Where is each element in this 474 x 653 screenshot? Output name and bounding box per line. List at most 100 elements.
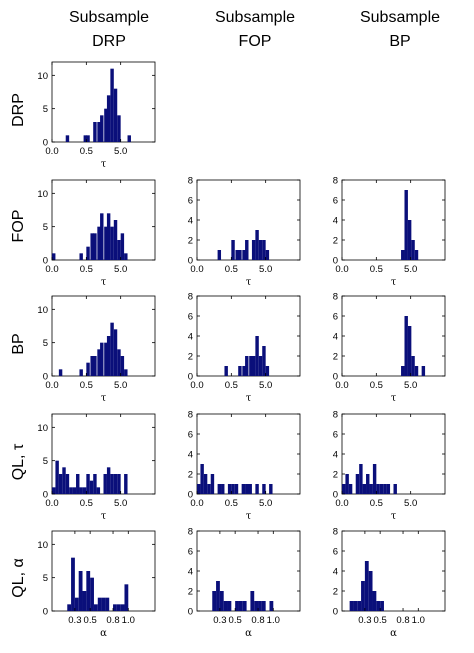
- histogram-bar: [97, 349, 101, 376]
- histogram-bar: [127, 135, 131, 142]
- x-tick-label: 0.8: [106, 615, 119, 626]
- histogram-bar: [248, 484, 252, 494]
- histogram-bar: [86, 246, 90, 260]
- x-tick-label: 0.0: [190, 498, 203, 509]
- histogram-bar: [116, 604, 121, 611]
- histogram-bar: [97, 226, 101, 260]
- col-header-bottom-2: BP: [389, 33, 410, 50]
- y-tick-label: 2: [333, 470, 338, 481]
- panel-r0-c0: 0 5 10 0.0 0.5 5.0 τ: [37, 61, 156, 170]
- x-axis-label: τ: [391, 277, 397, 288]
- histogram-bar: [238, 601, 243, 611]
- histogram-bar: [124, 253, 128, 260]
- histogram-bar: [376, 484, 380, 494]
- y-tick-label: 0: [43, 607, 48, 618]
- panel-r3-c2: 0 2 4 6 8 0.0 0.5 5.0 τ: [333, 410, 446, 522]
- y-tick-label: 0: [333, 256, 338, 267]
- y-tick-label: 2: [333, 587, 338, 598]
- y-tick-label: 4: [333, 216, 338, 227]
- x-tick-label: 0.5: [80, 264, 93, 275]
- histogram-bar: [117, 240, 121, 260]
- y-tick-label: 0: [333, 490, 338, 501]
- histogram-bar: [52, 487, 56, 494]
- panel-r1-c2: 0 2 4 6 8 0.0 0.5 5.0 τ: [333, 176, 446, 288]
- histogram-bar: [113, 474, 118, 494]
- y-tick-label: 6: [188, 547, 193, 558]
- histogram-bar: [96, 487, 101, 494]
- x-tick-label: 0.3: [358, 615, 371, 626]
- x-tick-label: 5.0: [259, 264, 272, 275]
- histogram-bar: [124, 474, 128, 494]
- histogram-bar: [216, 581, 220, 611]
- histogram-bar: [97, 597, 102, 611]
- y-tick-label: 10: [37, 423, 48, 434]
- histogram-bar: [393, 484, 397, 494]
- histogram-bar: [79, 253, 83, 260]
- histogram-bar: [414, 366, 419, 376]
- x-tick-label: 0.5: [229, 615, 242, 626]
- y-tick-label: 10: [37, 189, 48, 200]
- histogram-bar: [104, 342, 108, 376]
- histogram-bar: [106, 95, 111, 142]
- panel-r1-c1: 0 2 4 6 8 0.0 0.5 5.0 τ: [188, 176, 301, 288]
- x-tick-label: 0.5: [225, 380, 238, 391]
- histogram-bar: [93, 604, 98, 611]
- histogram-bar: [376, 601, 381, 611]
- x-tick-label: 0.8: [251, 615, 264, 626]
- histogram-bar: [227, 484, 232, 494]
- histogram-bar: [90, 233, 94, 260]
- histogram-bar: [255, 336, 259, 376]
- y-tick-label: 8: [188, 176, 193, 187]
- y-tick-label: 0: [188, 256, 193, 267]
- histogram-bar: [110, 474, 114, 494]
- y-tick-label: 0: [43, 490, 48, 501]
- y-tick-label: 4: [188, 216, 193, 227]
- x-tick-label: 5.0: [404, 264, 417, 275]
- histogram-bar: [65, 474, 70, 494]
- row-header-0: DRP: [10, 93, 27, 127]
- y-tick-label: 6: [188, 196, 193, 207]
- y-tick-label: 0: [333, 607, 338, 618]
- histogram-bar: [83, 135, 88, 142]
- histogram-bar: [234, 484, 239, 494]
- histogram-bar: [82, 591, 87, 611]
- histogram-bar: [407, 220, 412, 260]
- histogram-bar: [250, 591, 255, 611]
- plot-frame: [341, 179, 446, 261]
- histogram-bar: [105, 597, 110, 611]
- histogram-bar: [348, 484, 353, 494]
- histogram-bar: [227, 601, 232, 611]
- histogram-bar: [401, 250, 405, 260]
- histogram-bar: [89, 480, 94, 494]
- x-axis-label: τ: [101, 159, 107, 170]
- y-tick-label: 2: [188, 236, 193, 247]
- y-tick-label: 5: [43, 456, 48, 467]
- histogram-bar: [242, 601, 247, 611]
- histogram-bar: [100, 342, 104, 376]
- histogram-bar: [106, 213, 111, 260]
- panel-r4-c2: 0 2 4 6 8 0.3 0.5 0.8 1.0 α: [333, 527, 446, 639]
- col-header-bottom-1: FOP: [239, 33, 272, 50]
- histogram-bar: [238, 366, 242, 376]
- histogram-bar: [106, 467, 111, 494]
- y-tick-label: 4: [188, 567, 193, 578]
- y-tick-label: 0: [333, 372, 338, 383]
- y-tick-label: 2: [188, 470, 193, 481]
- histogram-bar: [101, 597, 106, 611]
- x-tick-label: 0.0: [45, 380, 58, 391]
- histogram-bar: [97, 122, 101, 142]
- histogram-bar: [221, 484, 225, 494]
- x-tick-label: 1.0: [267, 615, 280, 626]
- histogram-bar: [242, 250, 246, 260]
- panel-r4-c1: 0 2 4 6 8 0.3 0.5 0.8 1.0 α: [188, 527, 301, 639]
- y-tick-label: 0: [43, 138, 48, 149]
- histogram-bar: [110, 68, 114, 142]
- x-tick-label: 0.5: [370, 380, 383, 391]
- x-axis-label: τ: [246, 511, 252, 522]
- histogram-bar: [362, 484, 367, 494]
- histogram-bar: [62, 467, 66, 494]
- y-tick-label: 4: [188, 450, 193, 461]
- histogram-bar: [366, 474, 370, 494]
- histogram-bar: [65, 135, 70, 142]
- x-tick-label: 0.5: [370, 264, 383, 275]
